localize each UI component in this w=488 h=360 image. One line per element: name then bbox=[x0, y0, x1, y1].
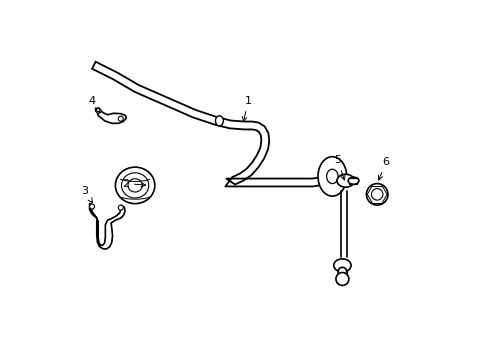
Ellipse shape bbox=[317, 157, 346, 196]
Circle shape bbox=[96, 108, 101, 113]
Ellipse shape bbox=[215, 116, 223, 126]
Ellipse shape bbox=[337, 267, 346, 276]
Ellipse shape bbox=[115, 167, 155, 204]
Ellipse shape bbox=[121, 173, 148, 198]
Circle shape bbox=[335, 273, 348, 285]
Circle shape bbox=[118, 116, 123, 121]
Text: 4: 4 bbox=[88, 96, 100, 113]
Ellipse shape bbox=[333, 259, 350, 272]
Text: 5: 5 bbox=[334, 155, 345, 180]
Ellipse shape bbox=[347, 177, 358, 184]
Circle shape bbox=[371, 189, 382, 200]
Text: 2: 2 bbox=[122, 179, 145, 189]
Circle shape bbox=[89, 204, 94, 209]
Text: 3: 3 bbox=[81, 186, 92, 203]
Ellipse shape bbox=[326, 169, 337, 184]
Circle shape bbox=[118, 205, 123, 210]
Circle shape bbox=[366, 184, 387, 205]
Text: 1: 1 bbox=[242, 96, 251, 121]
Polygon shape bbox=[89, 203, 125, 249]
Polygon shape bbox=[96, 108, 126, 123]
Ellipse shape bbox=[128, 179, 142, 192]
Text: 6: 6 bbox=[378, 157, 389, 180]
Ellipse shape bbox=[336, 174, 354, 187]
